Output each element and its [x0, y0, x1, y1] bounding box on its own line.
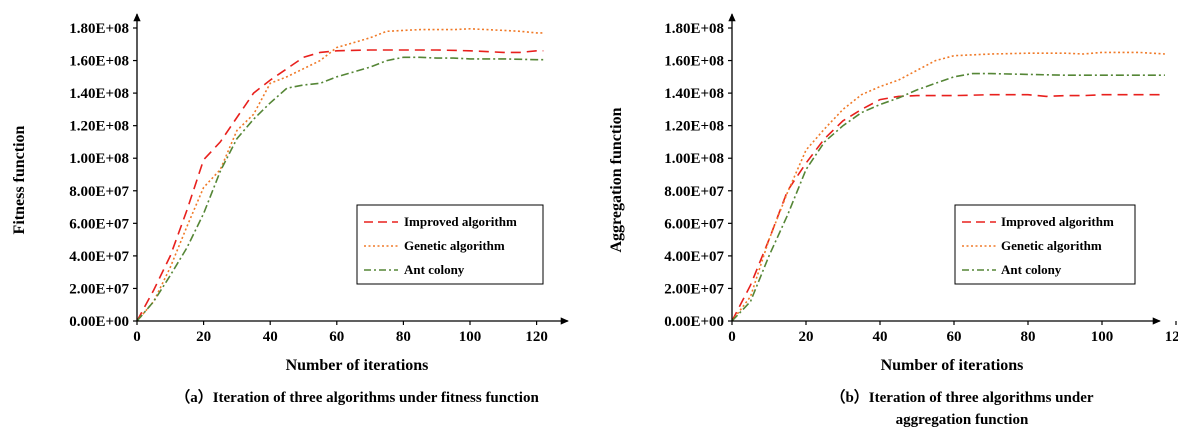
chart-b-x-tick-label: 40 [873, 329, 888, 345]
chart-b-xlabel: Number of iterations [881, 357, 1024, 374]
chart-a: 0 20 40 60 80 100 120 0.00E+00 2.00E+07 4.00E+07 6… [11, 13, 569, 406]
chart-b-caption-line-2: aggregation function [896, 412, 1029, 428]
chart-a-y-tick-label: 1.80E+08 [69, 21, 129, 37]
chart-a-legend-label-2: Ant colony [404, 262, 465, 277]
chart-a-xlabel: Number of iterations [286, 357, 429, 374]
chart-b-y-tick-label: 6.00E+07 [664, 216, 724, 232]
chart-b-ticks: 0 20 40 60 80 100 120 0.00E+00 2.00E+07 4.00E+07 6… [664, 21, 1178, 345]
chart-b-y-tick-label: 2.00E+07 [664, 281, 724, 297]
chart-a-y-tick-label: 1.00E+08 [69, 151, 129, 167]
chart-b-series-2 [731, 72, 1165, 322]
chart-b-x-tick-label: 60 [947, 329, 962, 345]
chart-b-y-tick-label: 1.80E+08 [664, 21, 724, 37]
chart-b-x-tick-label: 0 [728, 329, 736, 345]
chart-a-series-2 [136, 56, 544, 322]
chart-b-y-tick-label: 4.00E+07 [664, 249, 724, 265]
chart-a-x-tick-label: 80 [396, 329, 411, 345]
chart-b-legend-label-0: Improved algorithm [1001, 214, 1114, 229]
chart-a-y-tick-label: 8.00E+07 [69, 184, 129, 200]
chart-b-series-1 [731, 51, 1165, 322]
chart-a-y-tick-label: 2.00E+07 [69, 281, 129, 297]
chart-a-x-tick-label: 0 [133, 329, 141, 345]
chart-a-y-tick-label: 1.40E+08 [69, 86, 129, 102]
chart-a-y-tick-label: 1.60E+08 [69, 54, 129, 70]
chart-a-legend-box [356, 204, 544, 285]
chart-b-marks [731, 51, 1165, 322]
chart-b-y-tick-label: 0.00E+00 [664, 314, 724, 330]
chart-b-y-tick-label: 1.60E+08 [664, 54, 724, 70]
chart-b-legend-label-1: Genetic algorithm [1001, 238, 1102, 253]
chart-a-y-tick-label: 1.20E+08 [69, 119, 129, 135]
chart-b-x-tick-label: 20 [799, 329, 814, 345]
chart-b-legend-label-2: Ant colony [1001, 262, 1062, 277]
chart-a-x-tick-label: 60 [329, 329, 344, 345]
chart-b-y-tick-label: 8.00E+07 [664, 184, 724, 200]
chart-b-y-tick-label: 1.00E+08 [664, 151, 724, 167]
chart-b-x-tick-label: 80 [1021, 329, 1036, 345]
chart-a-legend-label-1: Genetic algorithm [404, 238, 505, 253]
chart-a-caption: （a）Iteration of three algorithms under f… [175, 388, 539, 406]
chart-a-legend: Improved algorithm Genetic algorithm Ant… [356, 204, 544, 285]
chart-a-ticks: 0 20 40 60 80 100 120 0.00E+00 2.00E+07 4.00E+07 6… [69, 21, 548, 345]
chart-b-legend-box [954, 204, 1136, 285]
chart-a-y-tick-label: 4.00E+07 [69, 249, 129, 265]
chart-a-ylabel: Fitness function [11, 125, 28, 234]
chart-b-y-tick-label: 1.40E+08 [664, 86, 724, 102]
chart-a-y-tick-label: 0.00E+00 [69, 314, 129, 330]
chart-b-y-tick-label: 1.20E+08 [664, 119, 724, 135]
chart-a-x-tick-label: 20 [196, 329, 211, 345]
chart-a-marks [136, 27, 544, 322]
chart-a-y-tick-label: 6.00E+07 [69, 216, 129, 232]
chart-a-legend-label-0: Improved algorithm [404, 214, 517, 229]
chart-b-series-0 [731, 93, 1165, 322]
chart-a-x-tick-label: 100 [459, 329, 482, 345]
chart-b-x-tick-label: 100 [1091, 329, 1114, 345]
chart-b-legend: Improved algorithm Genetic algorithm Ant… [954, 204, 1136, 285]
chart-b-caption-line-1: （b）Iteration of three algorithms under [830, 388, 1093, 406]
chart-a-series-1 [136, 27, 544, 322]
chart-b-x-tick-label: 120 [1165, 329, 1178, 345]
chart-b: 0 20 40 60 80 100 120 0.00E+00 2.00E+07 4.00E+07 6… [608, 13, 1178, 428]
chart-b-ylabel: Aggregation function [608, 107, 625, 252]
chart-a-x-tick-label: 40 [263, 329, 278, 345]
chart-a-x-tick-label: 120 [525, 329, 548, 345]
